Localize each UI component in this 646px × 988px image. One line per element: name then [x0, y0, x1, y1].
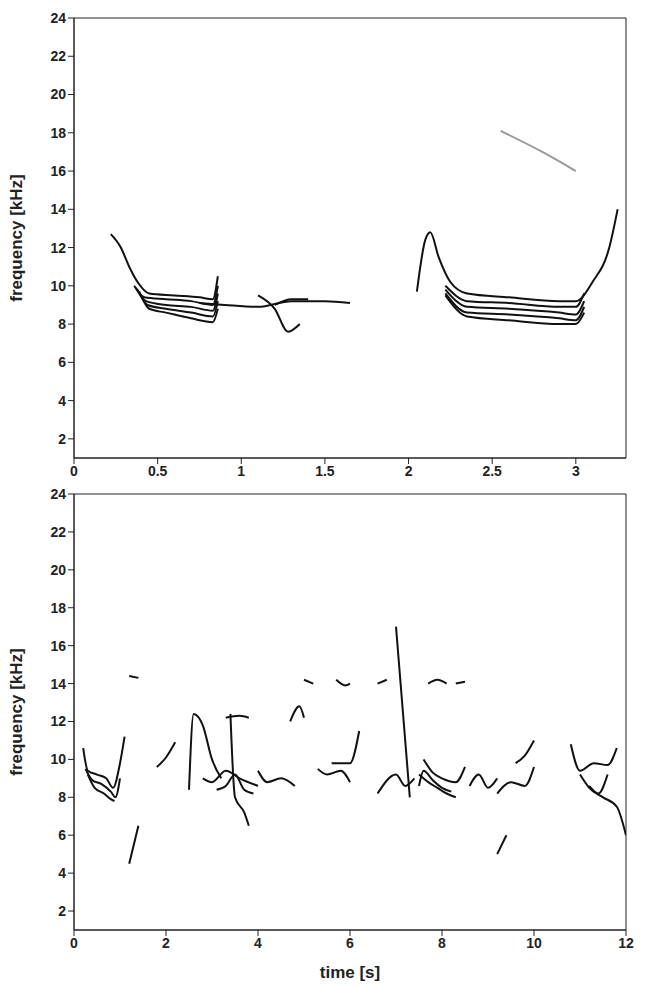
- svg-text:1: 1: [237, 463, 245, 479]
- svg-text:8: 8: [438, 935, 446, 951]
- svg-text:22: 22: [50, 524, 66, 540]
- svg-text:0.5: 0.5: [148, 463, 168, 479]
- svg-text:22: 22: [50, 48, 66, 64]
- svg-text:2: 2: [58, 431, 66, 447]
- svg-text:4: 4: [58, 865, 66, 881]
- svg-text:16: 16: [50, 638, 66, 654]
- svg-text:2.5: 2.5: [482, 463, 502, 479]
- svg-text:10: 10: [526, 935, 542, 951]
- svg-text:6: 6: [58, 827, 66, 843]
- svg-text:2: 2: [405, 463, 413, 479]
- svg-text:14: 14: [50, 676, 66, 692]
- svg-text:8: 8: [58, 316, 66, 332]
- svg-text:18: 18: [50, 600, 66, 616]
- svg-text:4: 4: [58, 393, 66, 409]
- svg-text:1.5: 1.5: [315, 463, 335, 479]
- svg-text:14: 14: [50, 201, 66, 217]
- svg-text:2: 2: [162, 935, 170, 951]
- svg-text:6: 6: [58, 354, 66, 370]
- svg-text:18: 18: [50, 125, 66, 141]
- svg-text:12: 12: [50, 713, 66, 729]
- svg-text:20: 20: [50, 562, 66, 578]
- svg-text:12: 12: [618, 935, 634, 951]
- svg-text:8: 8: [58, 789, 66, 805]
- svg-text:4: 4: [254, 935, 262, 951]
- svg-text:time [s]: time [s]: [320, 963, 380, 982]
- svg-text:frequency [kHz]: frequency [kHz]: [7, 648, 26, 776]
- svg-text:3: 3: [572, 463, 580, 479]
- svg-text:20: 20: [50, 86, 66, 102]
- svg-text:10: 10: [50, 751, 66, 767]
- svg-text:0: 0: [70, 463, 78, 479]
- svg-text:6: 6: [346, 935, 354, 951]
- svg-text:24: 24: [50, 486, 66, 502]
- svg-text:frequency [kHz]: frequency [kHz]: [7, 174, 26, 302]
- svg-text:16: 16: [50, 163, 66, 179]
- svg-text:24: 24: [50, 10, 66, 26]
- svg-text:10: 10: [50, 278, 66, 294]
- svg-text:0: 0: [70, 935, 78, 951]
- svg-text:12: 12: [50, 240, 66, 256]
- svg-text:2: 2: [58, 903, 66, 919]
